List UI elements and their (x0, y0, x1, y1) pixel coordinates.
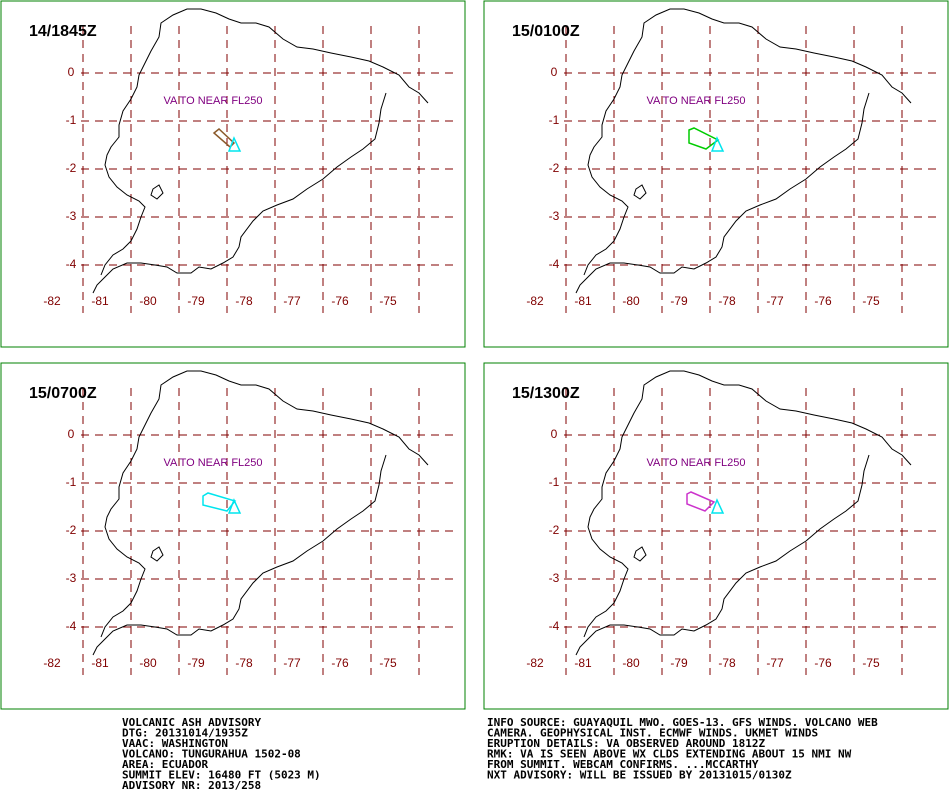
observed-ash (710, 498, 725, 514)
lon-label: -75 (862, 656, 880, 670)
lat-label: 0 (551, 65, 558, 79)
advisory-line: SUMMIT ELEV: 16480 FT (5023 M) (122, 769, 321, 782)
advisory-line: VOLCANO: TUNGURAHUA 1502-08 (122, 748, 301, 761)
lon-label: -79 (670, 656, 688, 670)
valid-time: 15/0100Z (512, 23, 580, 40)
advisory-line: VAAC: WASHINGTON (122, 737, 228, 750)
lon-label: -75 (379, 656, 397, 670)
ash-cloud (686, 491, 716, 512)
map-panel: 0 -1 -2 -3 -4 -82 -81 -80 -79 -78 -77 -76 -75 15/0700… (0, 362, 466, 710)
lon-label: -78 (235, 294, 253, 308)
advisory-line: RMK: VA IS SEEN ABOVE WX CLDS EXTENDING … (487, 748, 852, 761)
lon-label: -80 (622, 656, 640, 670)
map-panel: 0 -1 -2 -3 -4 -82 -81 -80 -79 -78 -77 -76 -75 14/1845… (0, 0, 466, 348)
lon-label: -77 (766, 294, 784, 308)
lon-label: -80 (139, 294, 157, 308)
lon-label: -77 (766, 656, 784, 670)
advisory-line: NXT ADVISORY: WILL BE ISSUED BY 20131015… (487, 769, 792, 782)
lon-label: -81 (91, 656, 109, 670)
lon-label: -81 (574, 294, 592, 308)
lon-label: -81 (574, 656, 592, 670)
advisory-line: VOLCANIC ASH ADVISORY (122, 716, 261, 729)
lon-label: -80 (139, 656, 157, 670)
valid-time: 15/0700Z (29, 385, 97, 402)
lat-label: -2 (66, 161, 77, 175)
map-panel: 0 -1 -2 -3 -4 -82 -81 -80 -79 -78 -77 -76 -75 15/0100… (483, 0, 949, 348)
lon-label: -76 (331, 656, 349, 670)
lat-label: -4 (66, 619, 77, 633)
va-annotation: VA TO NEAR FL250 (646, 95, 745, 107)
advisory-line: FROM SUMMIT. WEBCAM CONFIRMS. ...MCCARTH… (487, 758, 759, 771)
lon-label: -78 (718, 294, 736, 308)
lon-label: -82 (526, 656, 544, 670)
lat-label: -1 (549, 475, 560, 489)
panel-frame (483, 0, 949, 348)
lat-label: 0 (68, 65, 75, 79)
lat-label: -3 (549, 571, 560, 585)
lon-label: -76 (814, 656, 832, 670)
panel-frame (0, 362, 466, 710)
lon-label: -79 (670, 294, 688, 308)
lon-label: -79 (187, 294, 205, 308)
panel-frame (0, 0, 466, 348)
lon-label: -81 (91, 294, 109, 308)
lon-label: -77 (283, 656, 301, 670)
lat-label: -2 (549, 523, 560, 537)
lon-label: -80 (622, 294, 640, 308)
lon-label: -75 (862, 294, 880, 308)
valid-time: 15/1300Z (512, 385, 580, 402)
panel-frame (483, 362, 949, 710)
lat-label: -4 (549, 257, 560, 271)
lat-label: -1 (66, 475, 77, 489)
lon-label: -82 (43, 656, 61, 670)
advisory-line: CAMERA. GEOPHYSICAL INST. ECMWF WINDS. U… (487, 727, 818, 740)
ash-cloud (688, 127, 720, 150)
lat-label: -3 (66, 571, 77, 585)
advisory-line: ERUPTION DETAILS: VA OBSERVED AROUND 181… (487, 737, 766, 750)
lon-label: -78 (718, 656, 736, 670)
lon-label: -82 (43, 294, 61, 308)
lat-label: 0 (551, 427, 558, 441)
ash-cloud (212, 128, 236, 149)
lon-label: -75 (379, 294, 397, 308)
va-annotation: VA TO NEAR FL250 (163, 95, 262, 107)
lon-label: -82 (526, 294, 544, 308)
lat-label: -3 (66, 209, 77, 223)
lat-label: -2 (66, 523, 77, 537)
advisory-line: AREA: ECUADOR (122, 758, 208, 771)
lon-label: -77 (283, 294, 301, 308)
lat-label: -3 (549, 209, 560, 223)
observed-ash (710, 136, 725, 152)
observed-ash (227, 498, 242, 514)
lat-label: 0 (68, 427, 75, 441)
lon-label: -79 (187, 656, 205, 670)
advisory-line: ADVISORY NR: 2013/258 (122, 779, 261, 792)
va-annotation: VA TO NEAR FL250 (163, 457, 262, 469)
lon-label: -78 (235, 656, 253, 670)
map-panel: 0 -1 -2 -3 -4 -82 -81 -80 -79 -78 -77 -76 -75 15/1300… (483, 362, 949, 710)
lon-label: -76 (331, 294, 349, 308)
va-annotation: VA TO NEAR FL250 (646, 457, 745, 469)
lat-label: -1 (549, 113, 560, 127)
observed-ash (227, 136, 242, 152)
lat-label: -4 (549, 619, 560, 633)
advisory-line: INFO SOURCE: GUAYAQUIL MWO. GOES-13. GFS… (487, 716, 878, 729)
lat-label: -4 (66, 257, 77, 271)
valid-time: 14/1845Z (29, 23, 97, 40)
lon-label: -76 (814, 294, 832, 308)
lat-label: -2 (549, 161, 560, 175)
advisory-line: DTG: 20131014/1935Z (122, 727, 248, 740)
lat-label: -1 (66, 113, 77, 127)
